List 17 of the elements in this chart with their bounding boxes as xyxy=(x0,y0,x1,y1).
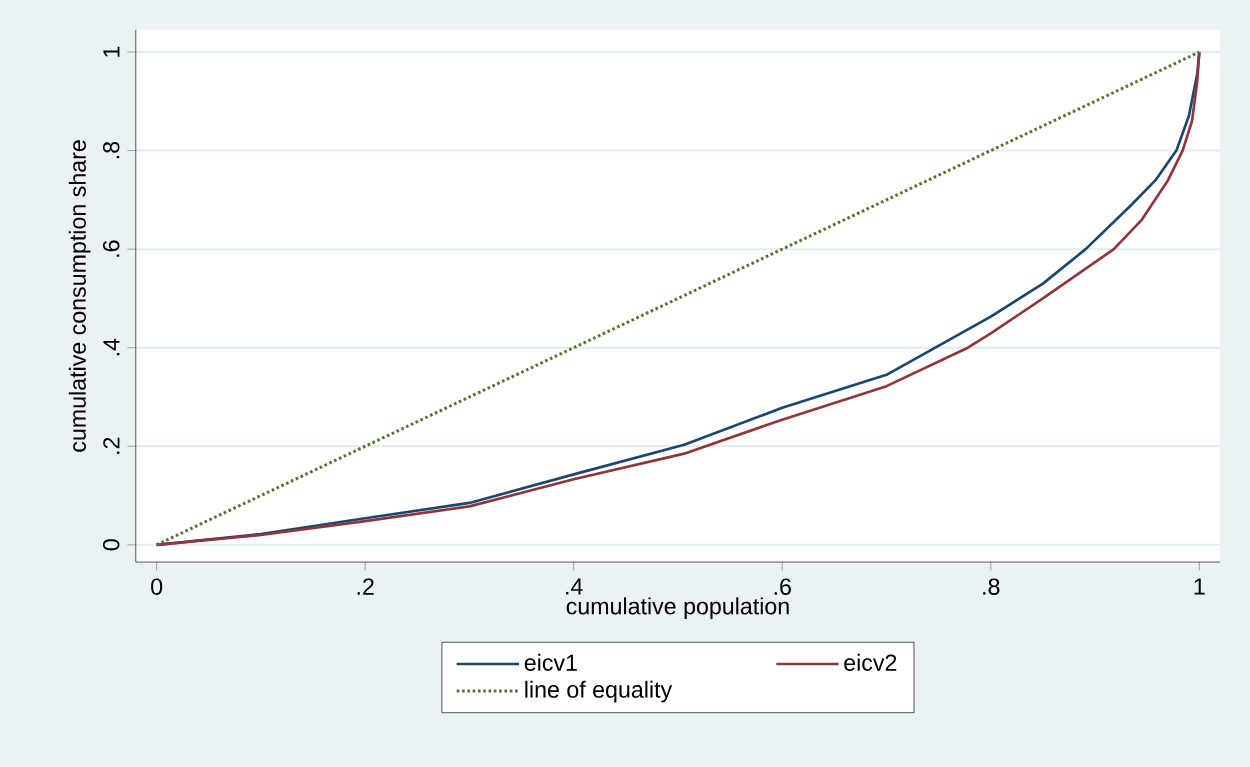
x-tick-label: 1 xyxy=(1194,578,1205,595)
y-tick-label: .4 xyxy=(103,338,120,356)
legend-label: line of equality xyxy=(525,680,673,703)
x-tick-label: .4 xyxy=(566,578,583,595)
x-tick-label: .8 xyxy=(983,578,1000,595)
x-axis-title: cumulative population xyxy=(566,597,789,620)
legend-label: eicv2 xyxy=(844,653,897,671)
y-tick-label: 0 xyxy=(102,539,120,551)
x-tick-label: 0 xyxy=(151,578,163,595)
y-tick-label: .6 xyxy=(102,240,120,257)
y-tick-label: .2 xyxy=(103,437,120,454)
x-tick-label: .2 xyxy=(357,578,374,595)
legend-label: eicv1 xyxy=(524,653,577,671)
x-tick-label: .6 xyxy=(774,578,791,595)
y-tick-label: 1 xyxy=(103,46,120,57)
y-axis-title: cumulative consumption share xyxy=(68,140,91,452)
y-tick-label: .8 xyxy=(102,141,120,159)
